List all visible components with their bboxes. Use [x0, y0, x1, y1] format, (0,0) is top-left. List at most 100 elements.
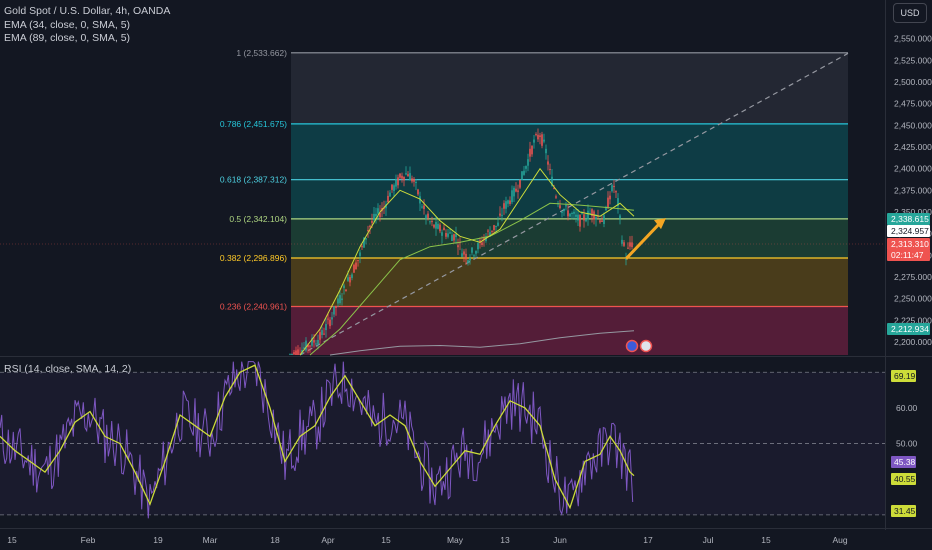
- candle-body: [327, 318, 329, 320]
- candle-body: [495, 225, 497, 228]
- candle-body: [415, 182, 417, 184]
- ema34-legend[interactable]: EMA (34, close, 0, SMA, 5): [4, 19, 131, 31]
- time-tick: 13: [500, 535, 510, 545]
- time-tick: 18: [270, 535, 280, 545]
- candle-body: [361, 246, 363, 248]
- candle-body: [365, 238, 367, 240]
- candle-body: [575, 214, 577, 217]
- price-tick: 2,425.000: [894, 142, 932, 152]
- price-tag: 2,338.615: [891, 214, 929, 224]
- forecast-arrow-head: [654, 218, 666, 230]
- candle-body: [515, 188, 517, 192]
- candle-body: [363, 237, 365, 248]
- candle-body: [581, 213, 583, 215]
- price-tick: 2,400.000: [894, 164, 932, 174]
- candle-body: [503, 203, 505, 209]
- candle-body: [591, 209, 593, 217]
- candle-body: [339, 295, 341, 304]
- candle-body: [513, 187, 515, 197]
- time-tick: 15: [761, 535, 771, 545]
- candle-body: [455, 234, 457, 238]
- chart-title: Gold Spot / U.S. Dollar, 4h, OANDA: [4, 5, 171, 17]
- candle-body: [297, 349, 299, 355]
- fib-zone-0.382: [291, 258, 848, 307]
- candle-body: [549, 168, 551, 171]
- candle-body: [589, 213, 591, 215]
- candle-body: [403, 176, 405, 181]
- time-tick: May: [447, 535, 464, 545]
- candle-body: [539, 135, 541, 138]
- price-tick: 2,200.000: [894, 337, 932, 347]
- candle-body: [431, 221, 433, 223]
- candle-body: [379, 212, 381, 218]
- candle-body: [561, 211, 563, 213]
- price-tick: 2,500.000: [894, 77, 932, 87]
- candle-body: [437, 223, 439, 229]
- candle-body: [375, 213, 377, 217]
- price-tick: 2,375.000: [894, 185, 932, 195]
- candle-body: [371, 220, 373, 223]
- candle-body: [629, 242, 631, 247]
- candle-body: [613, 185, 615, 188]
- candle-body: [303, 347, 305, 349]
- candle-body: [411, 178, 413, 182]
- price-tick: 2,250.000: [894, 294, 932, 304]
- event-flag: [639, 339, 653, 353]
- candle-body: [447, 233, 449, 237]
- price-tick: 2,450.000: [894, 120, 932, 130]
- candle-body: [323, 333, 325, 335]
- candle-body: [571, 213, 573, 215]
- candle-body: [295, 350, 297, 355]
- rsi-tag-bg: [891, 456, 916, 468]
- candle-body: [563, 208, 565, 212]
- candle-body: [457, 245, 459, 248]
- candle-body: [585, 219, 587, 222]
- candle-body: [583, 214, 585, 221]
- candle-body: [605, 207, 607, 211]
- candle-body: [445, 233, 447, 237]
- candle-body: [427, 213, 429, 218]
- rsi-tag: 69.19: [894, 371, 916, 381]
- price-tag: 02:11:47: [891, 250, 924, 260]
- rsi-tag: 31.45: [894, 506, 916, 516]
- candle-body: [607, 197, 609, 209]
- candle-body: [401, 175, 403, 179]
- candle-body: [627, 247, 629, 249]
- fib-label-0.382: 0.382 (2,296.896): [220, 253, 287, 263]
- candle-body: [293, 352, 295, 355]
- candle-body: [453, 234, 455, 241]
- candle-body: [545, 148, 547, 154]
- candle-body: [477, 243, 479, 250]
- candle-body: [395, 179, 397, 187]
- candle-body: [307, 344, 309, 348]
- candle-body: [469, 257, 471, 261]
- candle-body: [609, 195, 611, 200]
- candle-body: [429, 221, 431, 223]
- candle-body: [489, 232, 491, 237]
- fib-label-1: 1 (2,533.662): [236, 48, 287, 58]
- time-tick: 17: [643, 535, 653, 545]
- candle-body: [309, 345, 311, 347]
- candle-body: [335, 306, 337, 309]
- ema89-legend[interactable]: EMA (89, close, 0, SMA, 5): [4, 32, 131, 44]
- candle-body: [385, 204, 387, 209]
- fib-label-0.786: 0.786 (2,451.675): [220, 119, 287, 129]
- candle-body: [499, 213, 501, 216]
- time-tick: Aug: [832, 535, 847, 545]
- candle-body: [577, 214, 579, 221]
- candle-body: [311, 337, 313, 346]
- candle-body: [409, 173, 411, 181]
- candle-body: [319, 332, 321, 340]
- candle-body: [407, 174, 409, 177]
- candle-body: [617, 198, 619, 207]
- candle-body: [511, 190, 513, 203]
- currency-button[interactable]: USD: [893, 3, 927, 23]
- time-tick: Apr: [321, 535, 334, 545]
- candle-body: [439, 224, 441, 232]
- rsi-tag-bg: [891, 505, 916, 517]
- candle-body: [619, 215, 621, 219]
- candle-body: [521, 171, 523, 180]
- rsi-line: [0, 361, 634, 519]
- candle-body: [471, 247, 473, 253]
